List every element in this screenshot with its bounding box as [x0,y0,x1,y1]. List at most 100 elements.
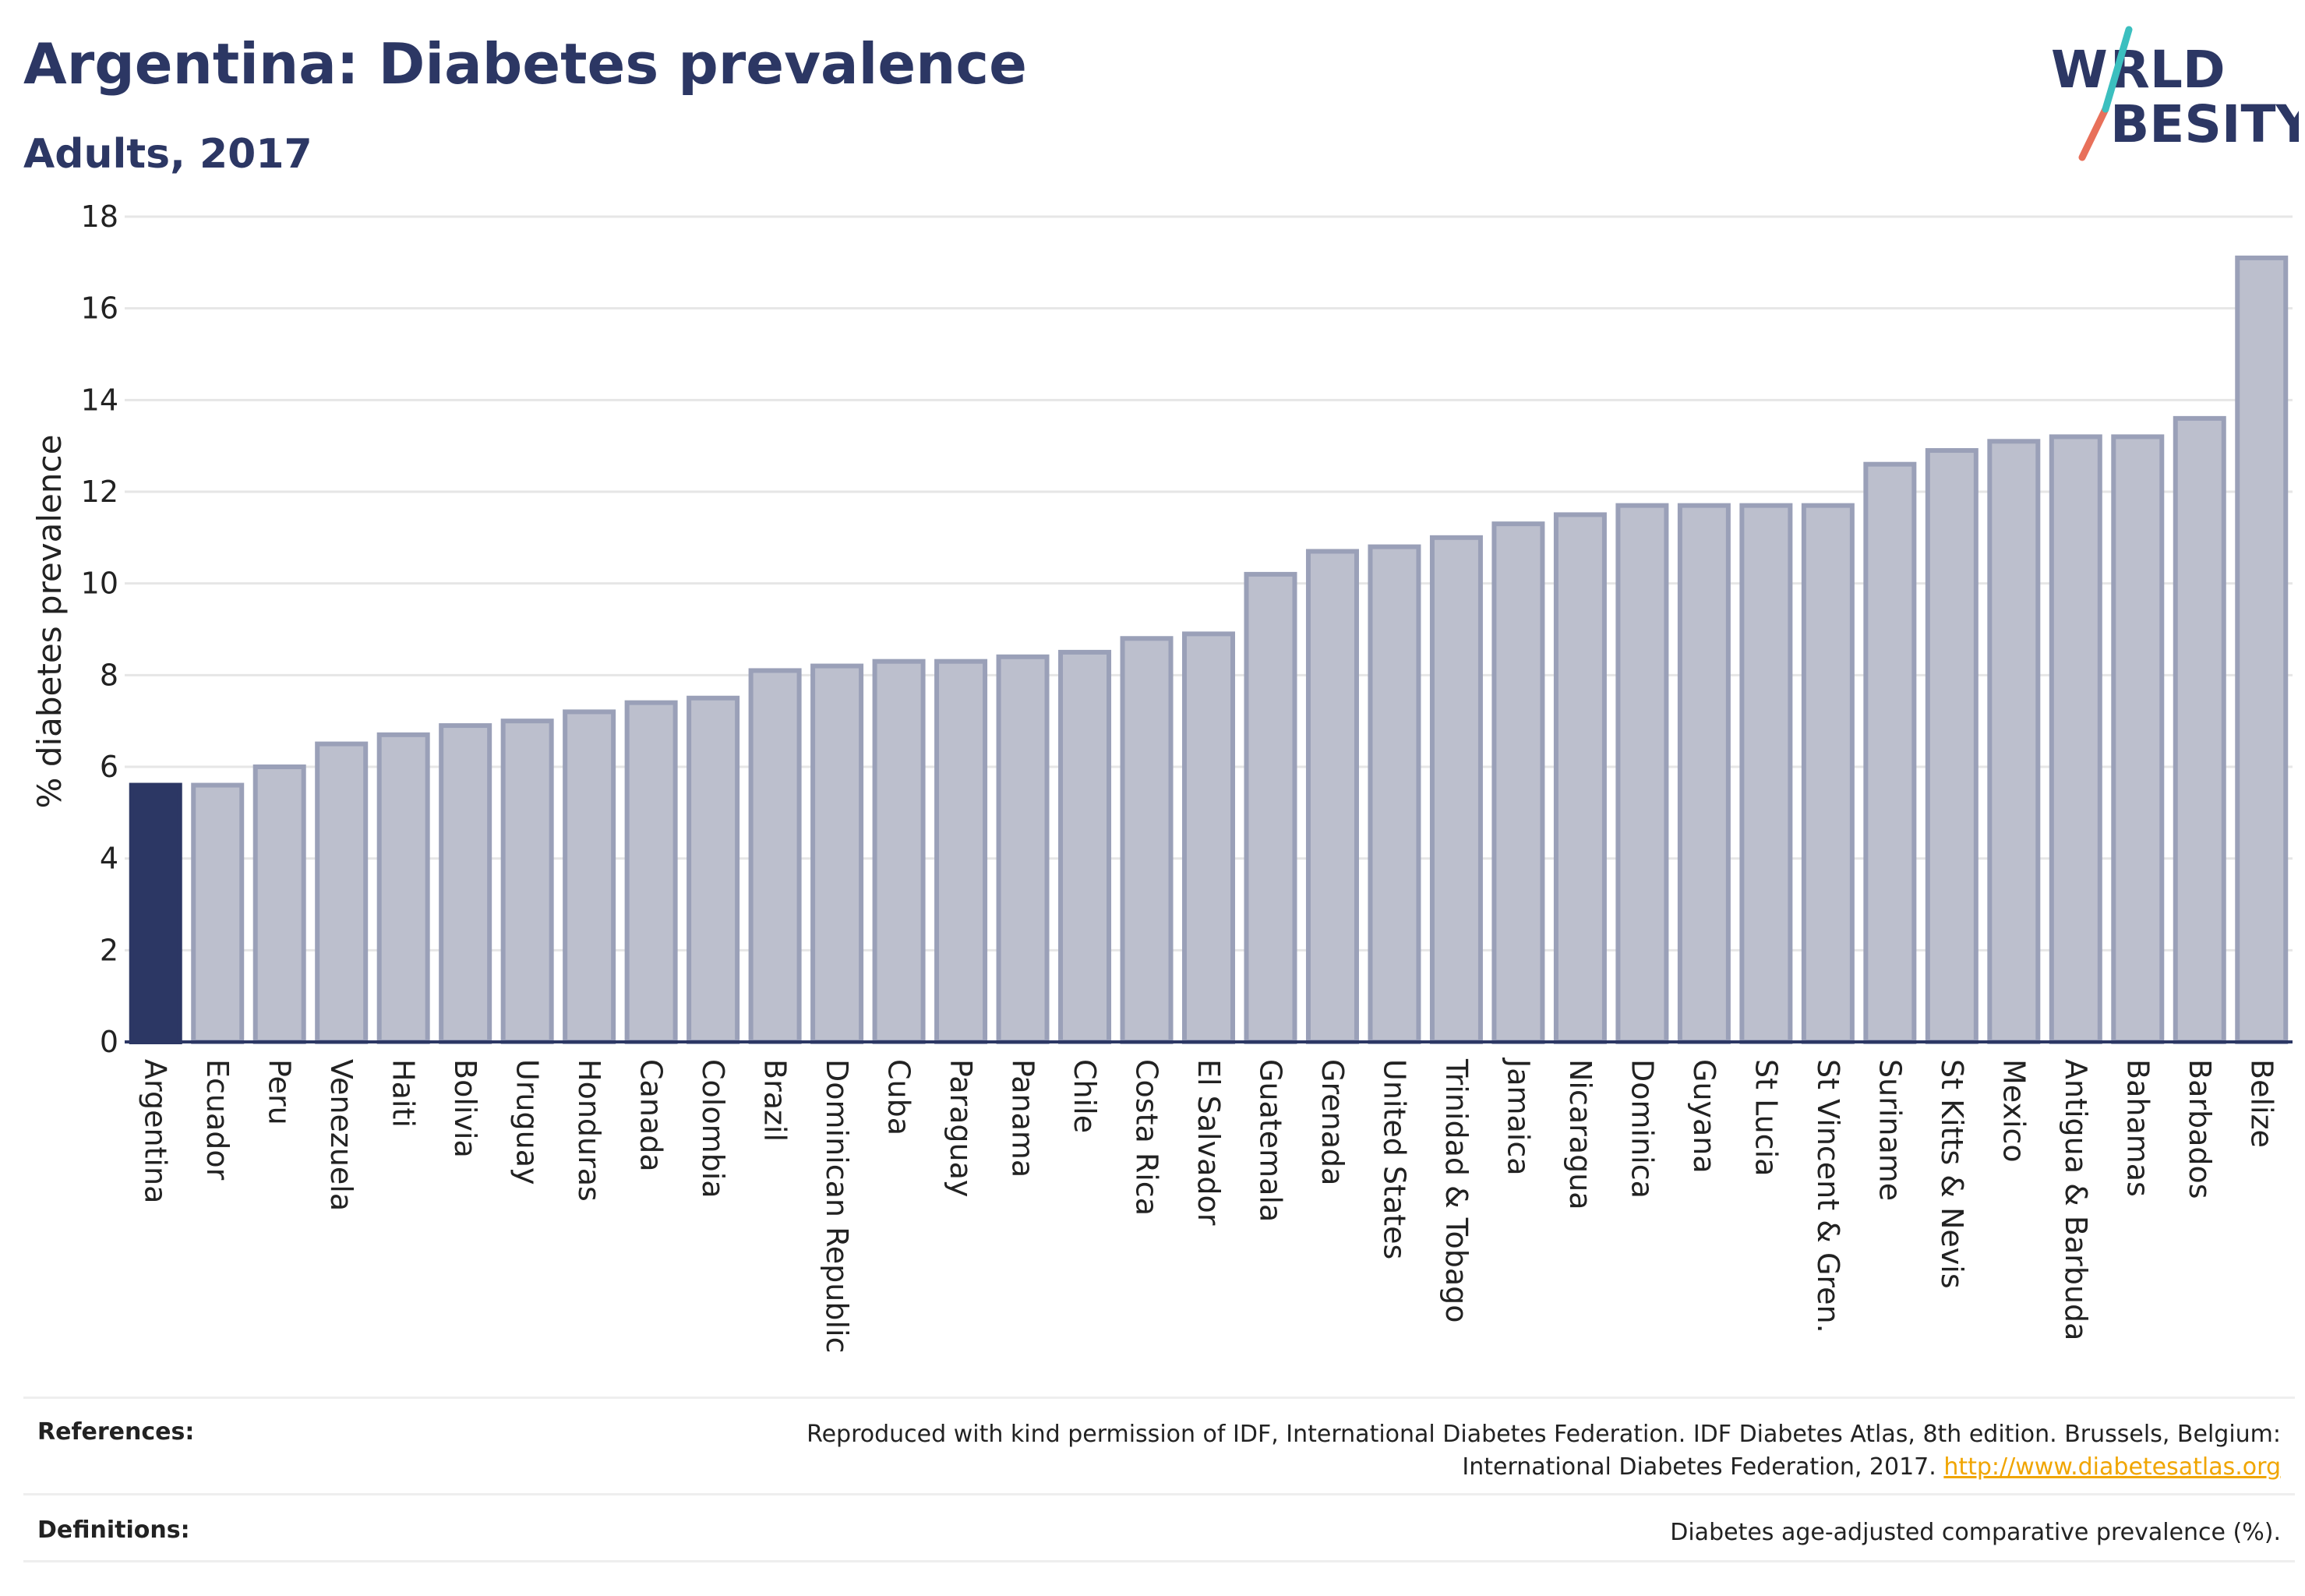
x-tick-label: Costa Rica [1130,1059,1164,1216]
bar-paraguay [934,659,988,1045]
bar-guatemala [1244,571,1297,1044]
x-tick-label: Dominica [1625,1059,1659,1199]
x-tick-label: Mexico [1996,1059,2031,1163]
y-tick-label: 4 [100,842,118,876]
bar-haiti [376,732,430,1044]
x-tick-label: Paraguay [944,1059,978,1197]
bar-barbados [2173,415,2226,1044]
x-tick-label: Brazil [758,1059,792,1142]
x-tick-label: St Vincent & Gren. [1811,1059,1845,1333]
y-tick-label: 12 [81,475,118,509]
bar-st-lucia [1739,503,1793,1044]
footer-divider-bottom [23,1560,2295,1562]
x-tick-label: Bahamas [2120,1059,2155,1197]
x-tick-label: Peru [263,1059,297,1125]
definitions-text: Diabetes age-adjusted comparative preval… [1670,1519,2281,1546]
chart-subtitle: Adults, 2017 [23,131,312,178]
bar-brazil [748,668,802,1044]
bar-suriname [1863,461,1917,1044]
logo-slash-top [2102,26,2133,113]
bar-costa-rica [1120,636,1174,1044]
logo-world-rld: RLD [2110,40,2226,100]
x-tick-label: Guyana [1687,1059,1721,1174]
x-tick-labels: Argentina Ecuador Peru Venezuela Haiti Bolivi… [139,1058,2279,1353]
bar-argentina [129,782,182,1044]
bar-ecuador [191,782,245,1044]
bar-belize [2235,255,2289,1044]
bar-panama [996,654,1050,1044]
bar-jamaica [1491,521,1545,1044]
bar-guyana [1677,503,1731,1044]
x-tick-label: El Salvador [1191,1059,1226,1226]
x-tick-label: Uruguay [510,1059,545,1185]
references-line-1: Reproduced with kind permission of IDF, … [807,1421,2281,1448]
bars [129,255,2289,1045]
references-line-2-text: International Diabetes Federation, 2017. [1462,1453,1944,1481]
diabetes-atlas-link[interactable]: http://www.diabetesatlas.org [1943,1453,2281,1481]
logo-obesity: BESITY [2110,94,2299,154]
bar-nicaragua [1553,512,1607,1044]
bar-uruguay [500,719,554,1045]
world-obesity-logo: W RLD BESITY [2051,26,2299,161]
y-axis-label: % diabetes prevalence [30,435,69,809]
footer-divider-top [23,1396,2295,1399]
x-tick-label: United States [1377,1059,1411,1259]
logo-world-w: W [2051,40,2108,100]
x-tick-label: Antigua & Barbuda [2059,1059,2093,1340]
bar-venezuela [315,741,369,1044]
x-tick-label: Ecuador [200,1059,235,1181]
references-line-2: International Diabetes Federation, 2017.… [807,1451,2281,1484]
x-tick-label: Nicaragua [1563,1059,1597,1210]
definitions-row: Definitions: Diabetes age-adjusted compa… [23,1498,2295,1560]
bar-cuba [872,659,926,1045]
y-tick-label: 6 [100,750,118,784]
y-tick-label: 0 [100,1025,118,1059]
x-tick-label: St Kitts & Nevis [1935,1059,1969,1289]
references-text: Reproduced with kind permission of IDF, … [807,1418,2281,1484]
bar-grenada [1305,549,1359,1044]
x-tick-label: Belize [2244,1059,2279,1148]
bar-chile [1058,649,1112,1045]
bar-honduras [563,709,616,1045]
bar-peru [252,764,306,1044]
bar-colombia [687,695,740,1044]
x-tick-label: Suriname [1873,1059,1907,1201]
x-tick-label: Grenada [1315,1059,1350,1185]
y-tick-label: 18 [81,200,118,234]
x-tick-label: Guatemala [1253,1059,1287,1222]
chart-title: Argentina: Diabetes prevalence [23,31,1027,97]
bar-mexico [1987,439,2041,1044]
definitions-label: Definitions: [37,1517,190,1544]
bar-el-salvador [1182,631,1235,1044]
y-tick-label: 16 [81,291,118,326]
bar-dominica [1615,503,1669,1044]
y-tick-label: 10 [81,567,118,601]
x-tick-label: Haiti [387,1059,421,1128]
y-tick-label: 2 [100,933,118,967]
bar-dominican-republic [810,663,864,1044]
bar-united-states [1368,544,1421,1044]
bar-chart: 0 2 4 6 8 10 12 14 16 18 Argentina Ecuador Peru Vene… [30,200,2293,1353]
x-tick-label: Bolivia [448,1059,482,1158]
footer-divider-middle [23,1493,2295,1495]
x-tick-label: Chile [1068,1059,1102,1133]
references-row: References: Reproduced with kind permiss… [23,1403,2295,1490]
bar-antigua-barbuda [2049,434,2102,1044]
logo-slash-bottom [2078,105,2109,161]
x-tick-label: Dominican Republic [820,1059,854,1353]
x-tick-label: Argentina [139,1059,173,1203]
bar-canada [624,700,678,1045]
x-tick-label: Honduras [572,1059,606,1202]
x-tick-label: Barbados [2183,1059,2217,1199]
bar-st-vincent-gren- [1801,503,1855,1044]
y-tick-label: 8 [100,658,118,692]
x-tick-label: Cuba [882,1059,916,1135]
x-tick-label: Venezuela [324,1059,358,1211]
x-tick-label: Panama [1006,1059,1040,1178]
x-tick-label: St Lucia [1749,1059,1783,1176]
x-tick-label: Jamaica [1501,1058,1535,1176]
y-tick-label: 14 [81,383,118,417]
x-tick-label: Colombia [696,1059,730,1199]
references-label: References: [37,1418,195,1446]
x-tick-label: Trinidad & Tobago [1439,1058,1474,1323]
